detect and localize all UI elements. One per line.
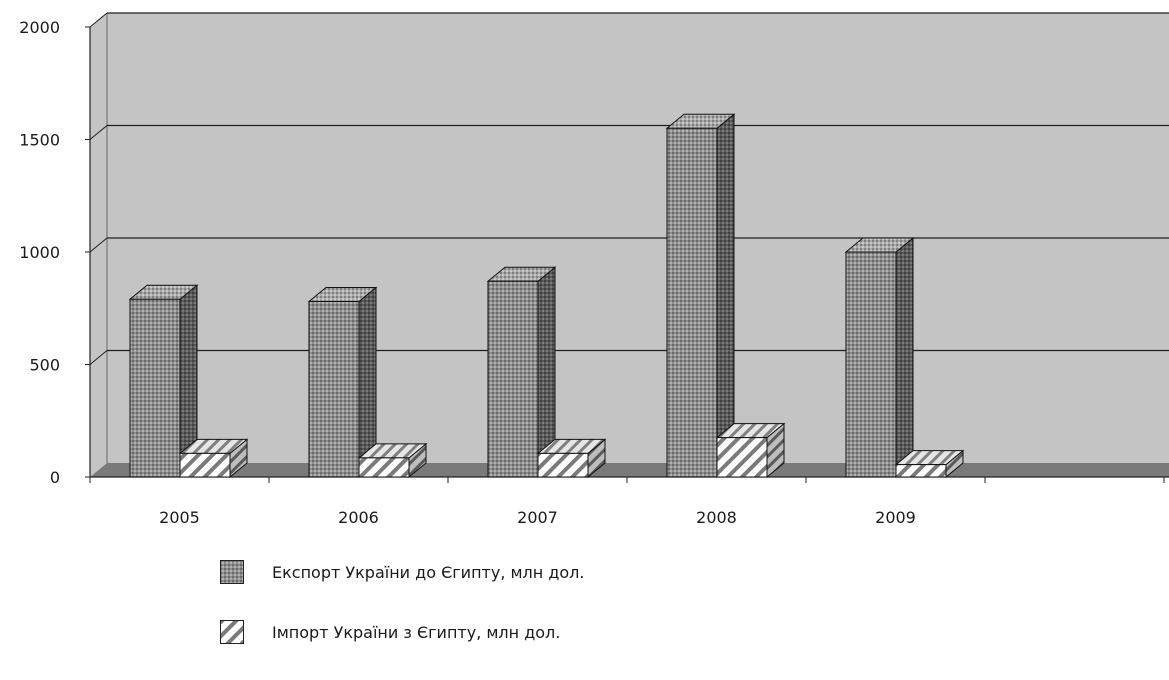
bar-export-2006	[307, 286, 378, 479]
bar-import-2006	[357, 442, 428, 479]
bar-import-2008	[715, 422, 786, 479]
bar-import-2005	[178, 438, 249, 479]
legend-item-import: Імпорт України з Єгипту, млн дол.	[220, 620, 585, 644]
chart: 0 500 1000 1500 2000 2005 2006 2007 2008 2009	[19, 12, 1169, 527]
back-wall	[90, 13, 1169, 477]
bar-export-2007	[486, 266, 557, 479]
gridline-depth	[89, 237, 108, 253]
y-tick-label: 1500	[19, 131, 60, 150]
bar-export-2005-front	[129, 298, 181, 478]
x-tick-label: 2007	[517, 508, 558, 527]
legend: Експорт України до Єгипту, млн дол. Імпо…	[220, 560, 585, 680]
bar-import-2009-front	[895, 464, 947, 478]
bar-export-2006-front	[308, 301, 360, 478]
bar-export-2005	[128, 284, 199, 479]
legend-label-export: Експорт України до Єгипту, млн дол.	[272, 562, 585, 582]
bar-export-2008-front	[666, 127, 718, 478]
y-tick-label: 2000	[19, 18, 60, 37]
x-tick-label: 2009	[875, 508, 916, 527]
bar-export-2007-front	[487, 280, 539, 478]
legend-swatch-export	[220, 560, 244, 584]
legend-label-import: Імпорт України з Єгипту, млн дол.	[272, 622, 561, 642]
bar-import-2006-front	[358, 457, 410, 478]
bar-import-2009	[894, 449, 965, 479]
gridline-depth	[89, 350, 108, 365]
bar-export-2008-side	[716, 113, 735, 479]
gridline-depth	[89, 125, 108, 140]
x-tick-label: 2008	[696, 508, 737, 527]
floor	[90, 463, 1169, 477]
bar-import-2008-front	[716, 437, 768, 478]
legend-swatch-import	[220, 620, 244, 644]
y-tick-label: 1000	[19, 243, 60, 262]
x-tick-label: 2005	[159, 508, 200, 527]
y-tick-label: 500	[29, 356, 60, 375]
bar-import-2007-front	[537, 452, 589, 478]
bar-export-2009	[844, 236, 915, 479]
bar-import-2007	[536, 438, 607, 479]
y-tick-label: 0	[50, 468, 60, 487]
bar-export-2009-front	[845, 251, 897, 478]
gridline-depth	[89, 12, 108, 28]
legend-item-export: Експорт України до Єгипту, млн дол.	[220, 560, 585, 584]
x-tick-label: 2006	[338, 508, 379, 527]
bar-import-2005-front	[179, 452, 231, 478]
bar-export-2009-side	[895, 236, 914, 479]
bar-export-2008	[665, 113, 736, 479]
